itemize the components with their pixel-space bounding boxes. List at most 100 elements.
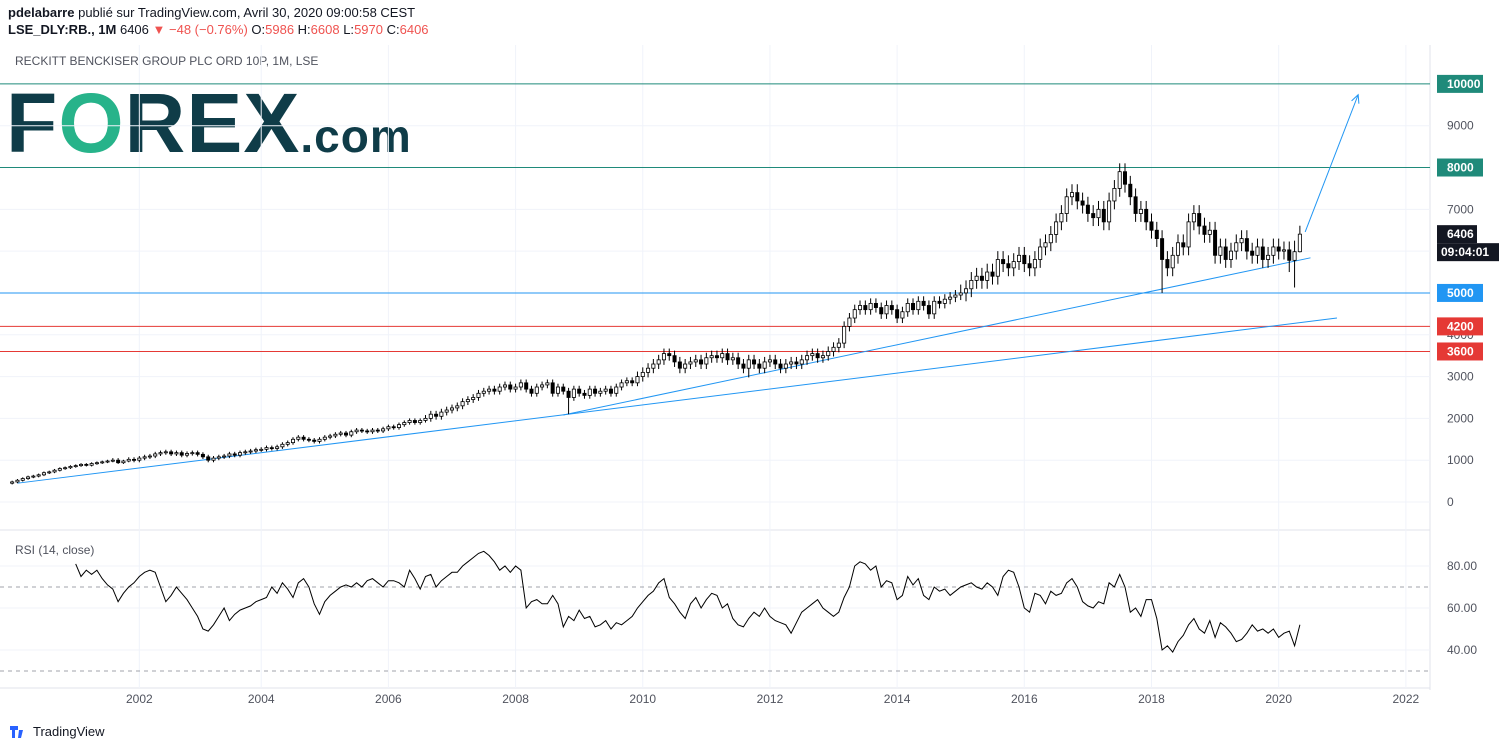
candle-body xyxy=(942,298,947,304)
candle-body xyxy=(1128,183,1133,198)
candle-body xyxy=(1080,200,1085,206)
candle-body xyxy=(884,305,889,315)
candle-body xyxy=(110,459,115,462)
candle-body xyxy=(211,457,216,461)
candle-body xyxy=(995,259,1000,277)
rsi-tick-label: 40.00 xyxy=(1447,643,1477,657)
candle-body xyxy=(41,472,46,476)
candle-body xyxy=(275,446,280,449)
candle-body xyxy=(693,359,698,363)
candle-body xyxy=(799,359,804,365)
candle-body xyxy=(688,361,693,365)
candle-body xyxy=(1170,254,1175,269)
rsi-tick-label: 60.00 xyxy=(1447,601,1477,615)
candle-body xyxy=(370,429,375,433)
candle-body xyxy=(767,359,772,363)
candle-body xyxy=(815,353,820,359)
candle-body xyxy=(52,469,57,473)
price-tick-label: 0 xyxy=(1447,495,1454,509)
candle-body xyxy=(248,450,253,453)
candle-body xyxy=(185,453,190,456)
candle-body xyxy=(714,355,719,359)
price-tick-label: 3000 xyxy=(1447,370,1474,384)
header-part: 5986 xyxy=(265,22,294,37)
x-tick-label: 2008 xyxy=(502,692,529,706)
header-part: 6406 xyxy=(400,22,429,37)
candle-body xyxy=(1133,196,1138,214)
candle-body xyxy=(137,457,142,461)
header-part: O: xyxy=(248,22,265,37)
candle-body xyxy=(359,429,364,432)
candle-body xyxy=(608,388,613,394)
candle-body xyxy=(84,463,89,466)
candle-body xyxy=(322,436,327,440)
level-label-box xyxy=(1437,342,1483,361)
candle-body xyxy=(1276,246,1281,252)
candle-body xyxy=(1107,200,1112,223)
candle-body xyxy=(900,311,905,319)
candle-body xyxy=(911,302,916,311)
candle-body xyxy=(1011,261,1016,269)
header-line2: LSE_DLY:RB., 1M 6406 ▼ −48 (−0.76%) O:59… xyxy=(8,22,429,37)
candle-body xyxy=(1085,204,1090,214)
candle-body xyxy=(492,388,497,392)
candle-body xyxy=(683,363,688,369)
candle-body xyxy=(990,271,995,277)
candle-body xyxy=(985,271,990,281)
level-label-box xyxy=(1437,74,1483,93)
candle-body xyxy=(725,353,730,361)
header-part: L: xyxy=(340,22,354,37)
candle-body xyxy=(253,449,258,452)
candle-body xyxy=(1017,254,1022,262)
candle-body xyxy=(1292,251,1297,261)
candle-body xyxy=(1175,242,1180,256)
x-tick-label: 2012 xyxy=(757,692,784,706)
level-label: 10000 xyxy=(1447,77,1481,91)
candle-body xyxy=(338,432,343,435)
candle-body xyxy=(1165,259,1170,269)
rsi-tick-label: 80.00 xyxy=(1447,559,1477,573)
candle-body xyxy=(264,447,269,450)
candle-body xyxy=(1070,192,1075,198)
candle-body xyxy=(1207,229,1212,235)
candle-body xyxy=(661,353,666,361)
candle-body xyxy=(582,392,587,396)
candle-body xyxy=(36,474,41,477)
candle-body xyxy=(269,447,274,450)
candle-body xyxy=(455,405,460,409)
candle-body xyxy=(487,388,492,392)
candle-body xyxy=(1266,254,1271,260)
candle-body xyxy=(741,363,746,369)
candle-body xyxy=(365,430,370,433)
rsi-title: RSI (14, close) xyxy=(15,543,94,557)
candle-body xyxy=(1075,192,1080,202)
x-tick-label: 2020 xyxy=(1265,692,1292,706)
candle-body xyxy=(730,357,735,361)
candle-body xyxy=(296,436,301,440)
candle-body xyxy=(497,386,502,392)
candle-body xyxy=(216,456,221,459)
candle-body xyxy=(953,294,958,298)
level-label: 8000 xyxy=(1447,161,1474,175)
candle-body xyxy=(672,355,677,363)
candle-body xyxy=(26,476,31,479)
candle-body xyxy=(820,355,825,359)
candle-body xyxy=(630,380,635,384)
candle-body xyxy=(1101,208,1106,223)
candle-body xyxy=(640,371,645,377)
candle-body xyxy=(646,367,651,373)
candle-body xyxy=(328,435,333,438)
candle-body xyxy=(1048,234,1053,244)
candle-body xyxy=(386,426,391,430)
candle-body xyxy=(354,429,359,433)
candle-body xyxy=(1059,213,1064,223)
candle-body xyxy=(789,361,794,365)
candle-body xyxy=(1091,213,1096,219)
header-part: 6406 xyxy=(116,22,152,37)
candle-body xyxy=(513,386,518,390)
candle-body xyxy=(465,399,470,403)
candle-body xyxy=(449,407,454,411)
logo-part: REX xyxy=(125,76,301,170)
last-price-label: 6406 xyxy=(1447,227,1474,241)
